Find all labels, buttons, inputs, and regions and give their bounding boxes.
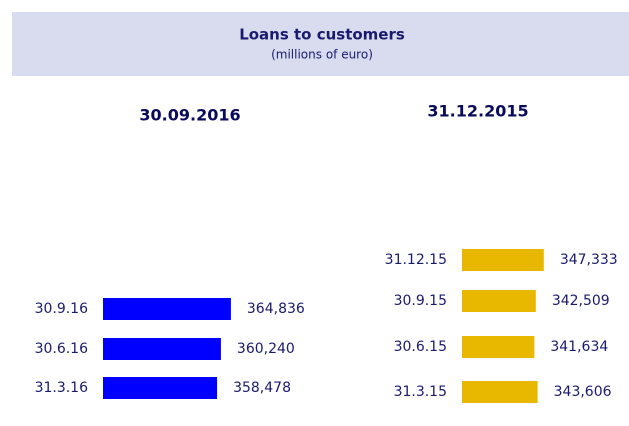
value-label: 360,240 [237,341,295,357]
bar [103,377,218,399]
category-label: 30.6.16 [35,341,89,357]
bar [462,381,538,403]
header-subtitle: (millions of euro) [271,48,373,62]
value-label: 364,836 [247,301,305,317]
value-label: 358,478 [233,380,291,396]
category-label: 30.9.16 [35,301,89,317]
header-title: Loans to customers [239,26,405,44]
bar [462,290,536,312]
bar [462,249,544,271]
category-label: 31.3.16 [35,380,89,396]
panel-title: 30.09.2016 [139,106,240,125]
bar [103,338,221,360]
category-label: 30.6.15 [394,339,447,355]
value-label: 343,606 [554,384,612,400]
category-label: 31.3.15 [394,384,447,400]
panel-title: 31.12.2015 [427,102,528,121]
value-label: 341,634 [550,339,608,355]
value-label: 342,509 [552,293,610,309]
bar [462,336,535,358]
bar [103,298,231,320]
header-band [12,12,629,76]
value-label: 347,333 [560,252,618,268]
category-label: 31.12.15 [385,252,447,268]
category-label: 30.9.15 [394,293,447,309]
